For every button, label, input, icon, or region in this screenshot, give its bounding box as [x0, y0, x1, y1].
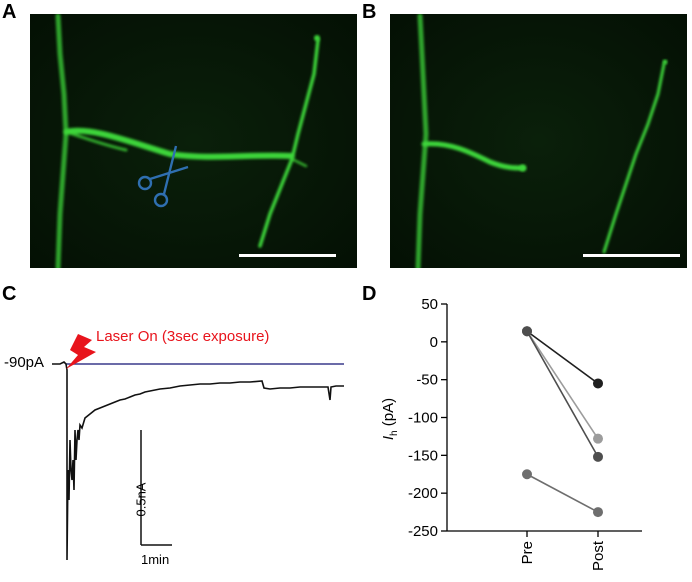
y-tick-label: -100 [408, 410, 438, 427]
series-line [526, 330, 599, 440]
time-scale-label: 1min [141, 552, 170, 567]
data-point [593, 507, 603, 518]
panel-label-c: C [2, 283, 17, 305]
micrograph-before-cut [30, 14, 357, 268]
y-tick-label: -250 [408, 523, 438, 540]
series-line [526, 330, 599, 385]
y-tick-label: 50 [421, 296, 438, 313]
series-line [526, 330, 599, 458]
panel-label-a: A [2, 1, 17, 23]
scale-bar-b [583, 254, 680, 257]
panel-label-b: B [362, 1, 377, 23]
x-tick-label: Post [590, 540, 607, 571]
y-tick-label: -50 [416, 372, 438, 389]
data-point [593, 451, 603, 462]
data-point [593, 433, 603, 444]
scissors-icon [137, 145, 189, 208]
laser-on-label: Laser On (3sec exposure) [96, 328, 270, 345]
y-axis-label: Ih (pA) [380, 397, 400, 441]
current-trace [52, 361, 344, 561]
neuron-image-a [30, 14, 357, 268]
scale-bar-a [239, 254, 336, 257]
micrograph-after-cut [390, 14, 687, 268]
y-tick-label: 0 [430, 334, 438, 351]
y-tick-label: -150 [408, 447, 438, 464]
series-line [526, 473, 599, 513]
laser-bolt-icon [66, 334, 96, 369]
data-point [593, 378, 603, 389]
panel-label-d: D [362, 283, 377, 305]
data-point [522, 469, 532, 480]
y-tick-label: -200 [408, 485, 438, 502]
neuron-image-b [390, 14, 687, 268]
data-point [522, 326, 532, 337]
holding-current-label: -90pA [4, 354, 45, 371]
x-tick-label: Pre [519, 541, 536, 564]
